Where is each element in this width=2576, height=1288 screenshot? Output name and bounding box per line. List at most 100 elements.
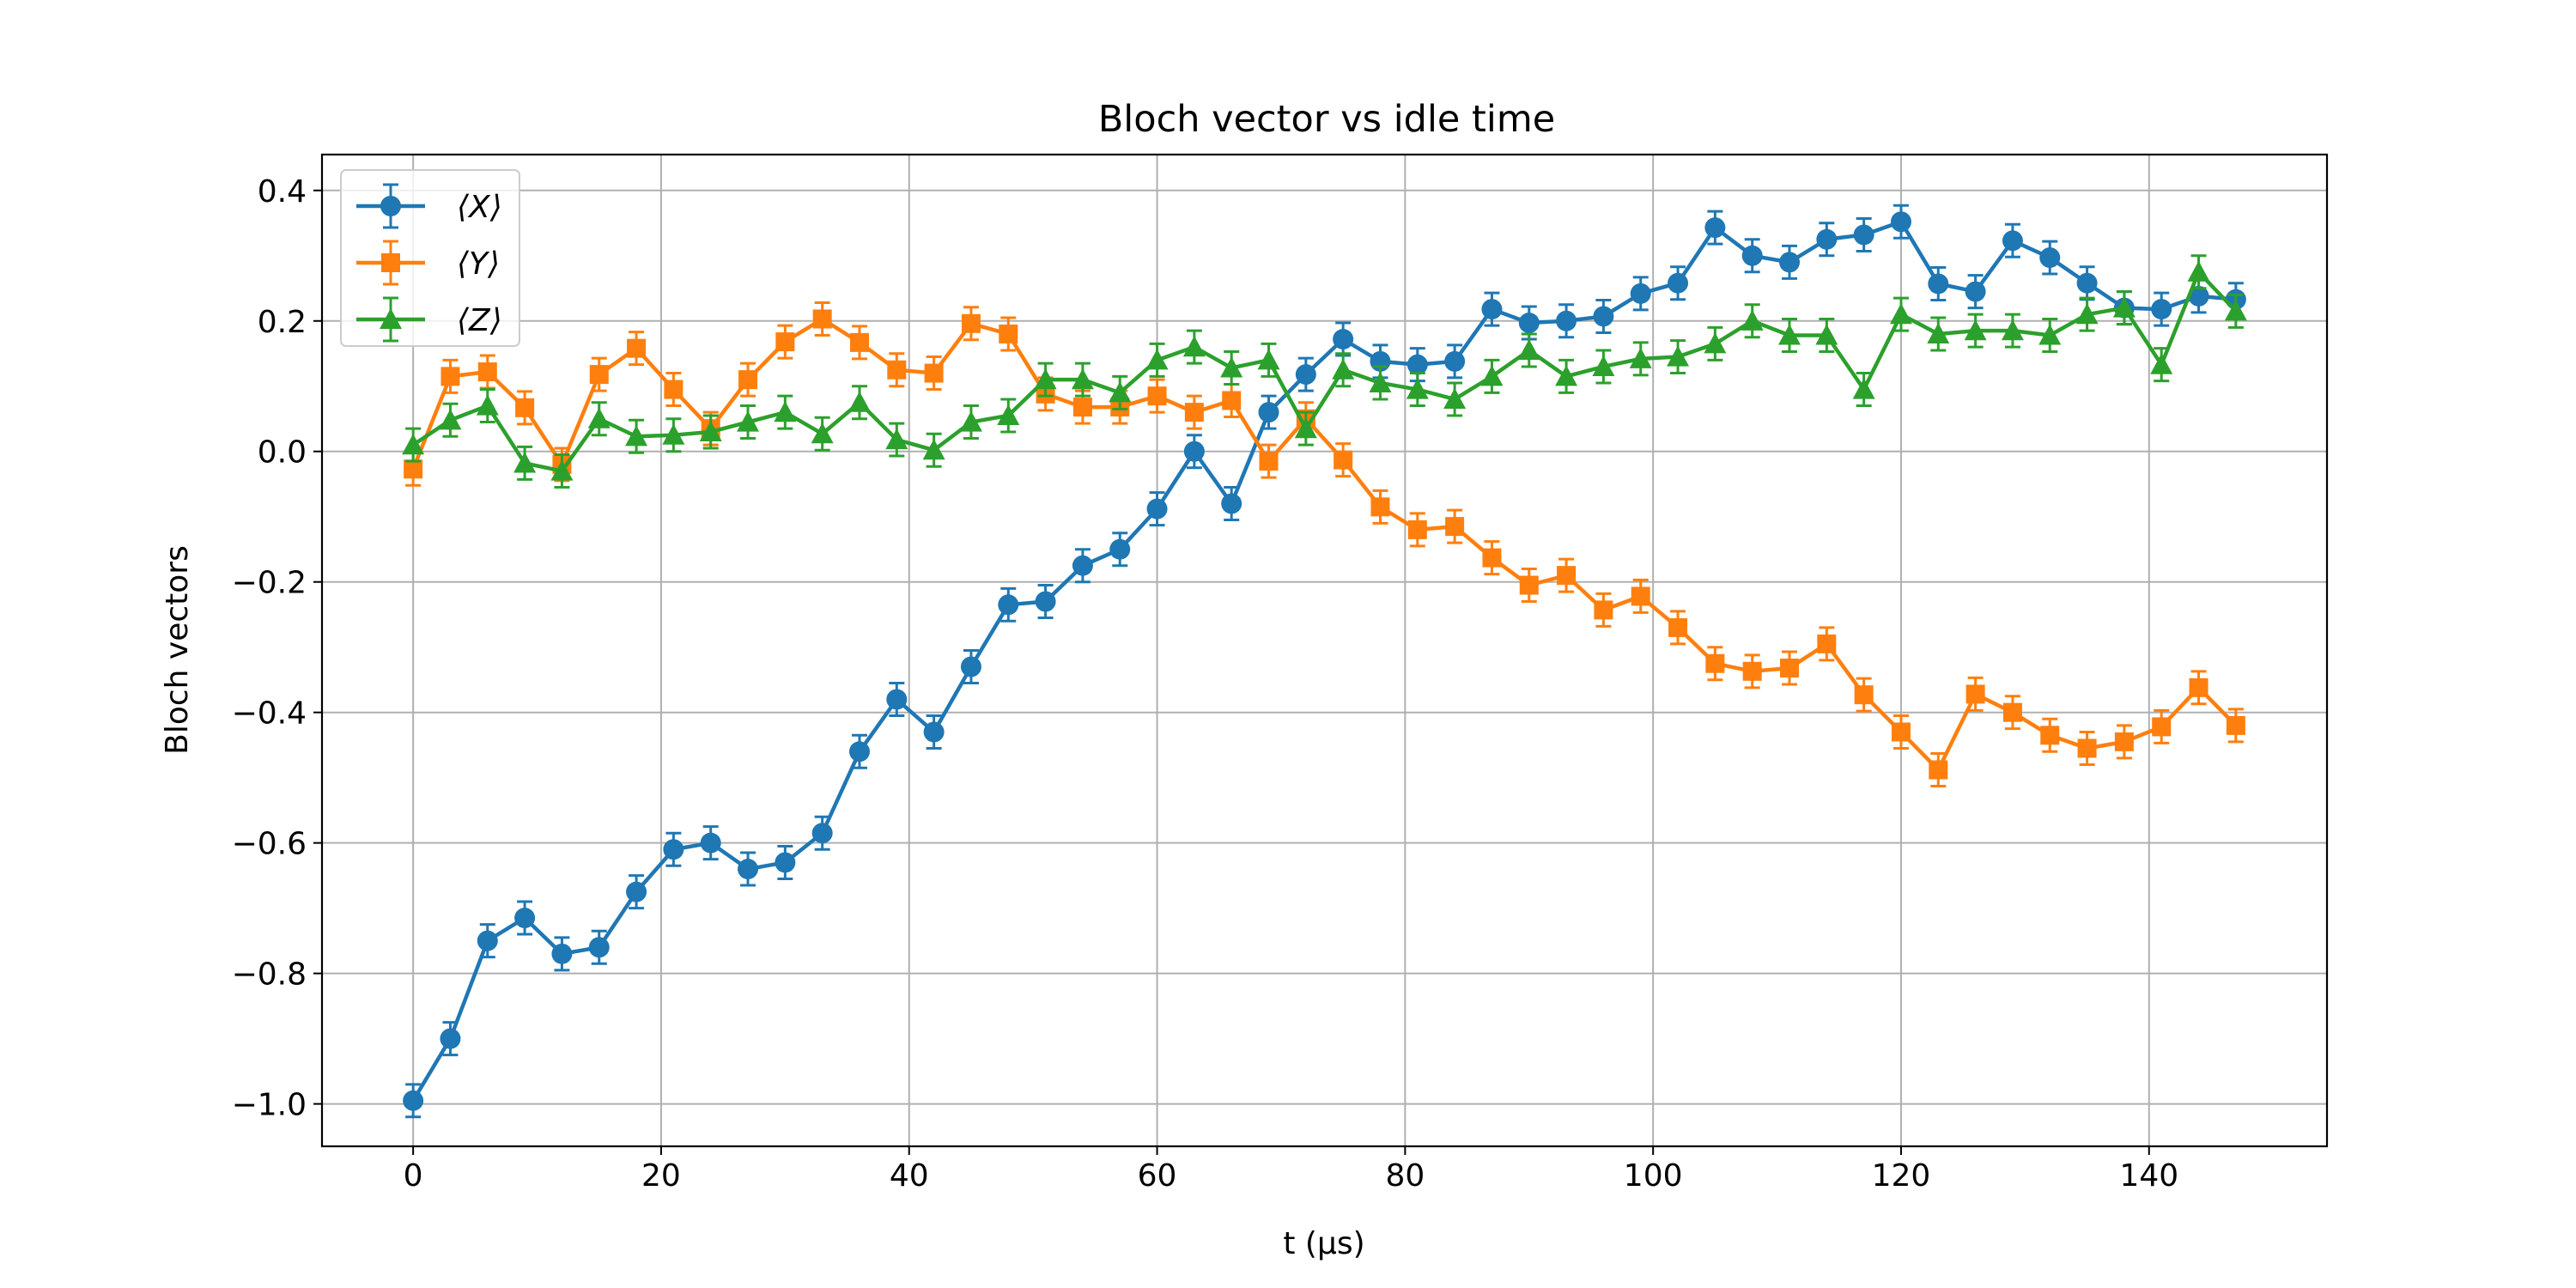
series-x-point xyxy=(923,721,945,743)
x-tick-label: 20 xyxy=(641,1158,681,1194)
legend-label-x: ⟨X⟩ xyxy=(457,190,502,225)
series-y-point xyxy=(1891,722,1911,742)
series-x-point xyxy=(1518,313,1540,334)
series-y-point xyxy=(812,309,832,329)
x-tick-label: 60 xyxy=(1138,1158,1177,1194)
series-x-point xyxy=(2151,299,2172,320)
y-tick-label: 0.4 xyxy=(258,174,307,210)
series-y-point xyxy=(775,332,795,352)
chart-title: Bloch vector vs idle time xyxy=(1098,98,1555,141)
series-z-point xyxy=(1667,345,1690,367)
series-y-point xyxy=(477,362,497,382)
series-x-point xyxy=(1928,273,1949,295)
series-y-point xyxy=(1631,586,1650,606)
series-z-point xyxy=(1889,303,1912,325)
series-z-point xyxy=(625,425,648,447)
series-z-point xyxy=(2038,324,2062,345)
series-x xyxy=(403,204,2246,1119)
series-x-point xyxy=(1668,272,1689,294)
y-tick-label: 0.0 xyxy=(258,435,307,471)
series-y-point xyxy=(589,365,609,385)
series-y-point xyxy=(1147,386,1167,406)
series-y-point xyxy=(440,367,460,386)
grid xyxy=(322,155,2327,1146)
series-x-point xyxy=(1704,217,1726,239)
series-z-point xyxy=(1182,336,1206,357)
series-z-point xyxy=(1257,349,1280,370)
series-z-point xyxy=(1294,417,1317,439)
series-y-point xyxy=(1519,575,1539,595)
series-x-point xyxy=(700,832,721,854)
series-y-point xyxy=(1072,398,1092,417)
series-x-point xyxy=(2002,230,2023,252)
series-x-point xyxy=(1890,211,1911,233)
series-x-point xyxy=(960,656,981,677)
x-tick-label: 140 xyxy=(2119,1158,2178,1194)
series-x-point xyxy=(811,823,833,844)
series-x-point xyxy=(1072,555,1093,576)
series-z-point xyxy=(587,407,611,428)
series-z-point xyxy=(1815,324,1838,345)
legend-swatch-marker xyxy=(380,196,401,216)
series-z-point xyxy=(997,404,1020,425)
series-y-point xyxy=(2077,738,2097,758)
series-y-point xyxy=(1445,517,1465,537)
series-z-point xyxy=(1704,332,1727,354)
series-x-point xyxy=(775,852,796,873)
series-y-point xyxy=(2152,717,2172,737)
series-y xyxy=(404,301,2245,788)
series-x-point xyxy=(1853,224,1874,246)
series-z-point xyxy=(1964,319,1987,341)
series-y-point xyxy=(2002,702,2022,722)
series-x-point xyxy=(440,1028,461,1049)
y-tick-label: −0.6 xyxy=(232,827,307,862)
series-z-point xyxy=(1629,347,1652,368)
series-z-point xyxy=(2112,296,2136,318)
series-y-point xyxy=(1594,600,1613,620)
legend-item-y: ⟨Y⟩ xyxy=(356,240,500,286)
series-x-point xyxy=(1183,440,1205,462)
series-y-point xyxy=(2189,677,2208,697)
series-y-point xyxy=(1705,653,1725,673)
series-z xyxy=(402,254,2247,489)
series-x-point xyxy=(2039,247,2061,269)
series-z-point xyxy=(699,420,722,441)
series-z-point xyxy=(1741,309,1764,331)
series-x-point xyxy=(663,839,684,860)
series-x-point xyxy=(1816,228,1838,250)
series-z-point xyxy=(737,410,760,432)
series-z-point xyxy=(1592,355,1615,377)
series-layer xyxy=(402,204,2247,1119)
x-tick-label: 0 xyxy=(404,1158,423,1194)
series-y-point xyxy=(1817,634,1837,653)
series-z-point xyxy=(1480,365,1504,386)
series-z-point xyxy=(1145,349,1169,370)
x-tick-label: 120 xyxy=(1872,1158,1931,1194)
series-z-point xyxy=(1778,324,1801,345)
series-x-point xyxy=(1035,591,1056,612)
series-x-point xyxy=(1481,299,1503,320)
legend-label-z: ⟨Z⟩ xyxy=(457,303,502,338)
series-z-point xyxy=(439,409,462,430)
series-x-point xyxy=(588,937,610,958)
y-tick-label: −1.0 xyxy=(232,1088,307,1123)
series-x-point xyxy=(848,741,870,762)
series-z-point xyxy=(1369,371,1392,393)
series-z-point xyxy=(1406,378,1429,399)
series-z-point xyxy=(885,428,908,450)
series-y-point xyxy=(1370,497,1390,517)
series-y-point xyxy=(515,398,535,417)
series-y-point xyxy=(1854,685,1874,705)
series-y-point xyxy=(664,380,683,399)
series-y-point xyxy=(404,459,423,479)
series-z-point xyxy=(848,391,871,412)
series-z-point xyxy=(1443,387,1467,410)
series-y-point xyxy=(961,313,981,333)
series-y-point xyxy=(1780,659,1800,678)
x-tick-label: 40 xyxy=(890,1158,929,1194)
series-y-point xyxy=(999,324,1018,343)
series-x-point xyxy=(626,881,647,902)
series-y-point xyxy=(1334,450,1353,470)
series-z-point xyxy=(476,394,499,416)
series-y-point xyxy=(924,363,944,383)
